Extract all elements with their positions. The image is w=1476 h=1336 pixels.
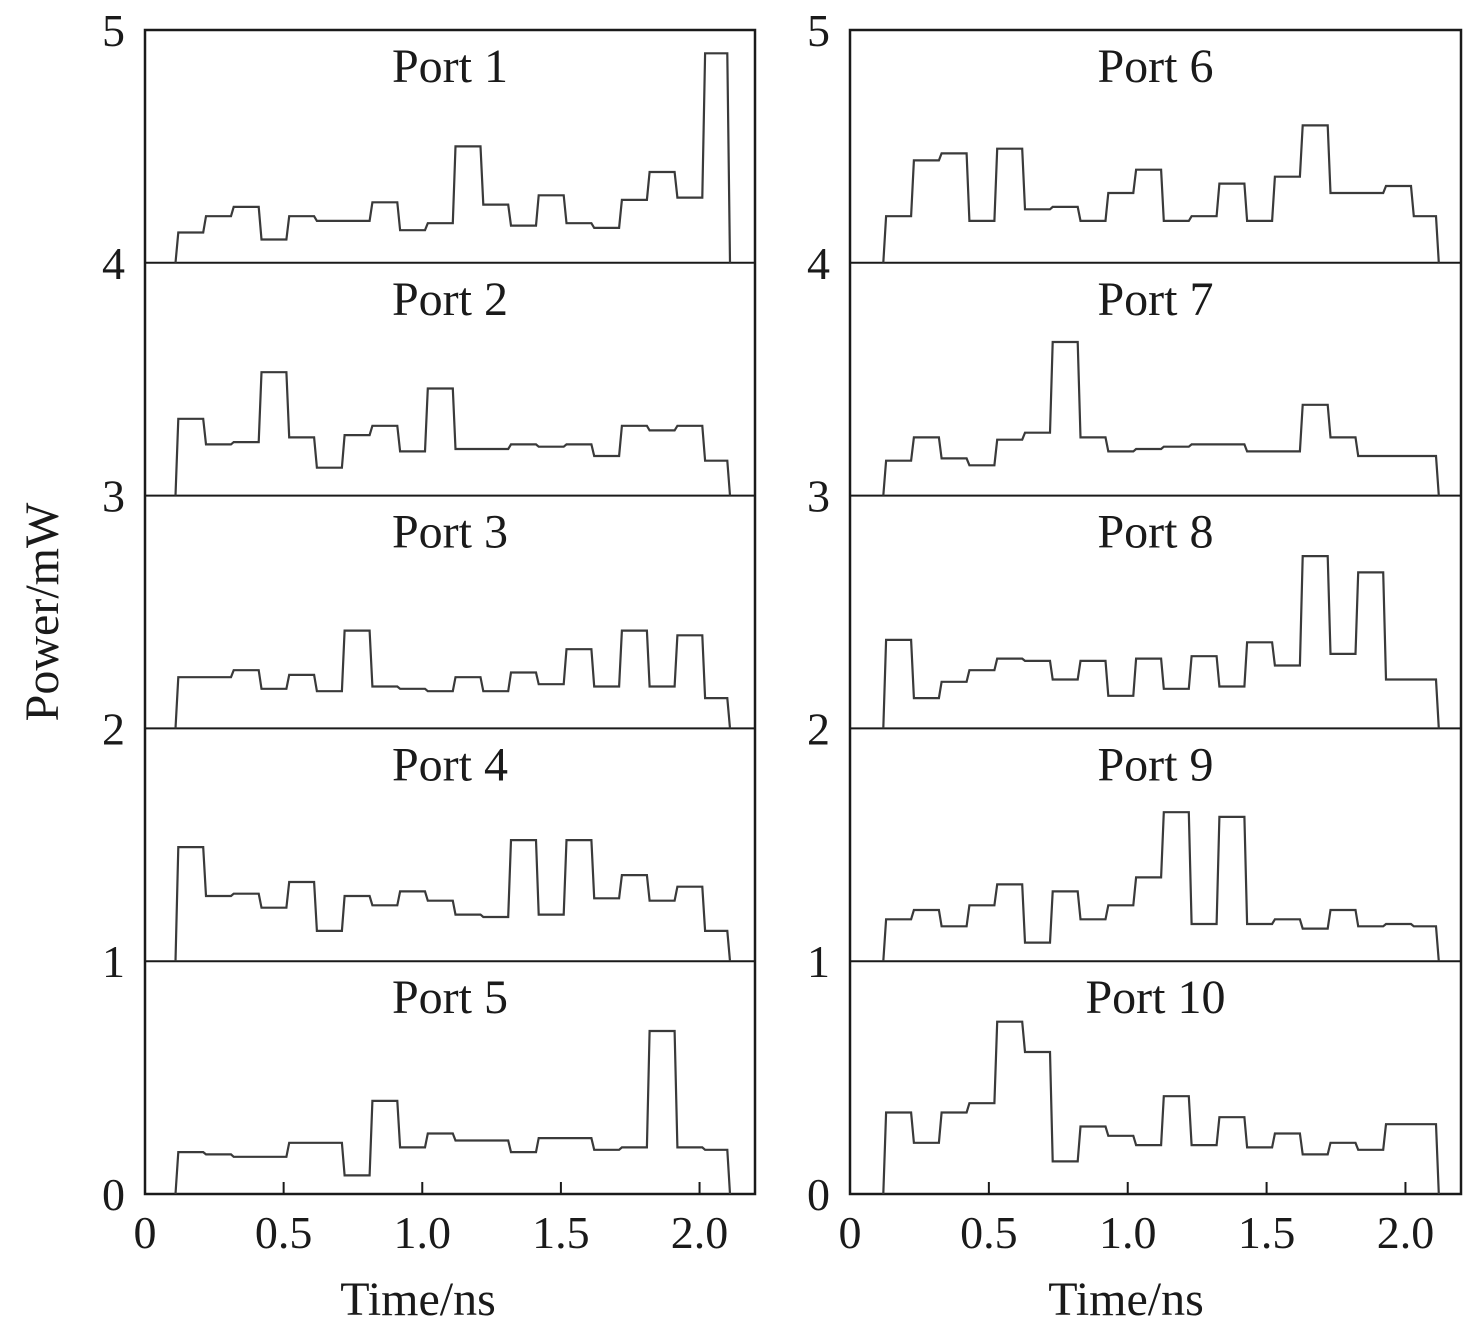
x-axis-title-right: Time/ns <box>1048 1273 1204 1326</box>
y-tick-label: 1 <box>807 936 830 987</box>
port-title: Port 9 <box>1097 738 1213 791</box>
x-tick-label: 1.0 <box>1099 1207 1157 1258</box>
y-tick-label: 0 <box>807 1169 830 1220</box>
series-line <box>174 839 732 962</box>
y-tick-label: 1 <box>102 936 125 987</box>
x-tick-label: 1.0 <box>394 1207 452 1258</box>
port-title: Port 1 <box>392 40 508 93</box>
series-line <box>882 555 1440 729</box>
port-title: Port 8 <box>1097 506 1213 559</box>
port-title: Port 3 <box>392 506 508 559</box>
series-line <box>882 340 1440 496</box>
x-tick-label: 0 <box>839 1207 862 1258</box>
y-tick-label: 3 <box>102 471 125 522</box>
x-tick-label: 2.0 <box>1377 1207 1435 1258</box>
y-tick-label: 3 <box>807 471 830 522</box>
series-line <box>174 1029 732 1195</box>
x-tick-label: 2.0 <box>671 1207 729 1258</box>
x-tick-label: 0.5 <box>960 1207 1018 1258</box>
port-title: Port 6 <box>1097 40 1213 93</box>
port-title: Port 5 <box>392 971 508 1024</box>
y-tick-label: 2 <box>807 703 830 754</box>
x-axis-title-left: Time/ns <box>340 1273 496 1326</box>
series-line <box>882 124 1440 263</box>
series-line <box>174 52 732 263</box>
port-title: Port 7 <box>1097 273 1213 326</box>
y-tick-label: 0 <box>102 1169 125 1220</box>
port-title: Port 2 <box>392 273 508 326</box>
y-tick-label: 4 <box>807 238 830 289</box>
series-line <box>174 371 732 496</box>
port-title: Port 4 <box>392 738 508 791</box>
x-tick-label: 0 <box>134 1207 157 1258</box>
series-line <box>882 1020 1440 1195</box>
y-tick-label: 2 <box>102 703 125 754</box>
plot-frame <box>848 28 1463 1196</box>
right-panel: 0 1 2 3 4 5 0 0.5 1.0 1.5 2.0 Port 6 Port 7 Port 8 Por… <box>807 5 1463 1258</box>
port-title: Port 10 <box>1085 971 1225 1024</box>
plot-frame <box>143 28 757 1196</box>
y-tick-label: 5 <box>102 5 125 56</box>
series-line <box>882 811 1440 962</box>
left-panel: 0 1 2 3 4 5 0 0.5 1.0 1.5 2.0 Port 1 Port 2 Port 3 Por… <box>102 5 757 1258</box>
y-tick-label: 4 <box>102 238 125 289</box>
y-axis-title: Power/mW <box>16 502 69 721</box>
x-tick-label: 1.5 <box>1238 1207 1296 1258</box>
x-tick-label: 1.5 <box>532 1207 590 1258</box>
series-line <box>174 629 732 729</box>
x-tick-label: 0.5 <box>255 1207 313 1258</box>
y-tick-label: 5 <box>807 5 830 56</box>
